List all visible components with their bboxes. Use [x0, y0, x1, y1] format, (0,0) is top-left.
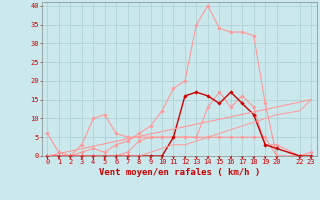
X-axis label: Vent moyen/en rafales ( km/h ): Vent moyen/en rafales ( km/h ): [99, 168, 260, 177]
